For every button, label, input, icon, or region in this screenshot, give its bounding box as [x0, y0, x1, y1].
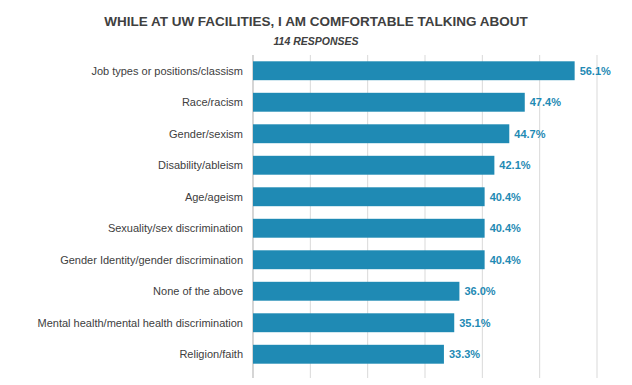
- data-label: 40.4%: [490, 191, 521, 203]
- category-label: Job types or positions/classism: [91, 65, 243, 77]
- bar: [253, 219, 485, 238]
- bar: [253, 313, 454, 332]
- bar: [253, 282, 459, 301]
- category-label: Sexuality/sex discrimination: [108, 222, 243, 234]
- data-label: 42.1%: [499, 159, 530, 171]
- bar: [253, 124, 509, 143]
- grid: [253, 55, 597, 378]
- data-label: 33.3%: [449, 348, 480, 360]
- chart: WHILE AT UW FACILITIES, I AM COMFORTABLE…: [0, 0, 632, 385]
- category-label: Disability/ableism: [158, 159, 243, 171]
- category-label: Race/racism: [182, 96, 243, 108]
- category-label: None of the above: [153, 285, 243, 297]
- category-label: Gender Identity/gender discrimination: [60, 254, 243, 266]
- data-label: 47.4%: [530, 96, 561, 108]
- bar: [253, 93, 525, 112]
- page: {"chart_data": {"type": "bar", "orientat…: [0, 0, 632, 385]
- category-label: Religion/faith: [179, 348, 243, 360]
- data-label: 40.4%: [490, 222, 521, 234]
- title: WHILE AT UW FACILITIES, I AM COMFORTABLE…: [104, 14, 528, 29]
- data-label: 44.7%: [514, 128, 545, 140]
- data-label: 35.1%: [459, 317, 490, 329]
- data-label: 40.4%: [490, 254, 521, 266]
- bar: [253, 61, 575, 80]
- bar: [253, 250, 485, 269]
- labels: 56.1% Job types or positions/classism 47.4…: [38, 65, 612, 361]
- subtitle: 114 RESPONSES: [273, 35, 358, 47]
- category-label: Age/ageism: [185, 191, 243, 203]
- bar: [253, 156, 494, 175]
- category-label: Gender/sexism: [169, 128, 243, 140]
- category-label: Mental health/mental health discriminati…: [38, 317, 243, 329]
- bars: [253, 61, 575, 363]
- bar: [253, 345, 444, 364]
- bar: [253, 187, 485, 206]
- grid-line: [597, 55, 598, 378]
- data-label: 36.0%: [464, 285, 495, 297]
- data-label: 56.1%: [580, 65, 611, 77]
